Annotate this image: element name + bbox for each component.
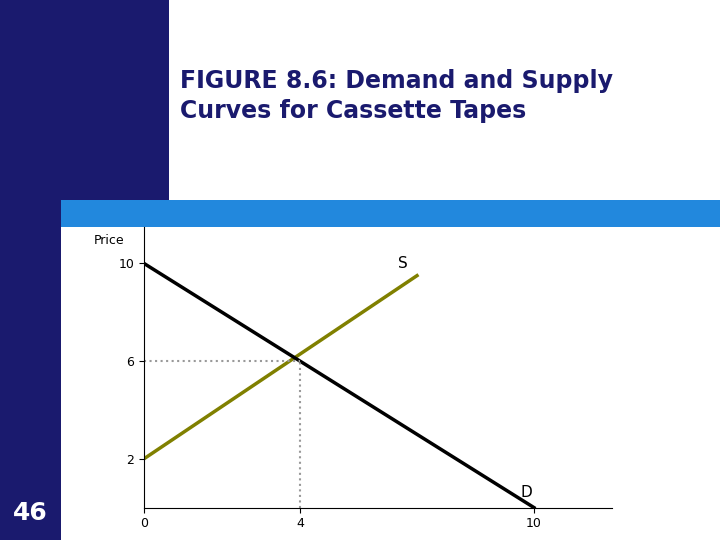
Text: D: D <box>521 485 532 500</box>
Text: FIGURE 8.6: Demand and Supply
Curves for Cassette Tapes: FIGURE 8.6: Demand and Supply Curves for… <box>180 69 613 123</box>
Text: 46: 46 <box>13 501 48 525</box>
Text: Price: Price <box>94 234 125 247</box>
Text: S: S <box>397 256 408 271</box>
